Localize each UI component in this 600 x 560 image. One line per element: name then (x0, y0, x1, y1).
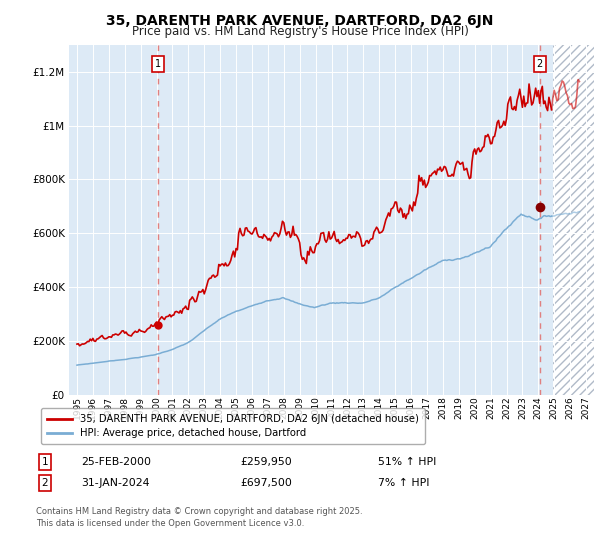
Text: 25-FEB-2000: 25-FEB-2000 (81, 457, 151, 467)
Text: 2: 2 (41, 478, 49, 488)
Text: 1: 1 (155, 59, 161, 69)
Text: 2: 2 (536, 59, 543, 69)
Text: 35, DARENTH PARK AVENUE, DARTFORD, DA2 6JN: 35, DARENTH PARK AVENUE, DARTFORD, DA2 6… (106, 14, 494, 28)
Text: £259,950: £259,950 (240, 457, 292, 467)
Text: Contains HM Land Registry data © Crown copyright and database right 2025.
This d: Contains HM Land Registry data © Crown c… (36, 507, 362, 528)
Text: 51% ↑ HPI: 51% ↑ HPI (378, 457, 436, 467)
Legend: 35, DARENTH PARK AVENUE, DARTFORD, DA2 6JN (detached house), HPI: Average price,: 35, DARENTH PARK AVENUE, DARTFORD, DA2 6… (41, 408, 425, 444)
Text: Price paid vs. HM Land Registry's House Price Index (HPI): Price paid vs. HM Land Registry's House … (131, 25, 469, 38)
Text: £697,500: £697,500 (240, 478, 292, 488)
Bar (553, 45, 594, 395)
Bar (553, 45, 594, 395)
Text: 1: 1 (41, 457, 49, 467)
Text: 31-JAN-2024: 31-JAN-2024 (81, 478, 149, 488)
Text: 7% ↑ HPI: 7% ↑ HPI (378, 478, 430, 488)
